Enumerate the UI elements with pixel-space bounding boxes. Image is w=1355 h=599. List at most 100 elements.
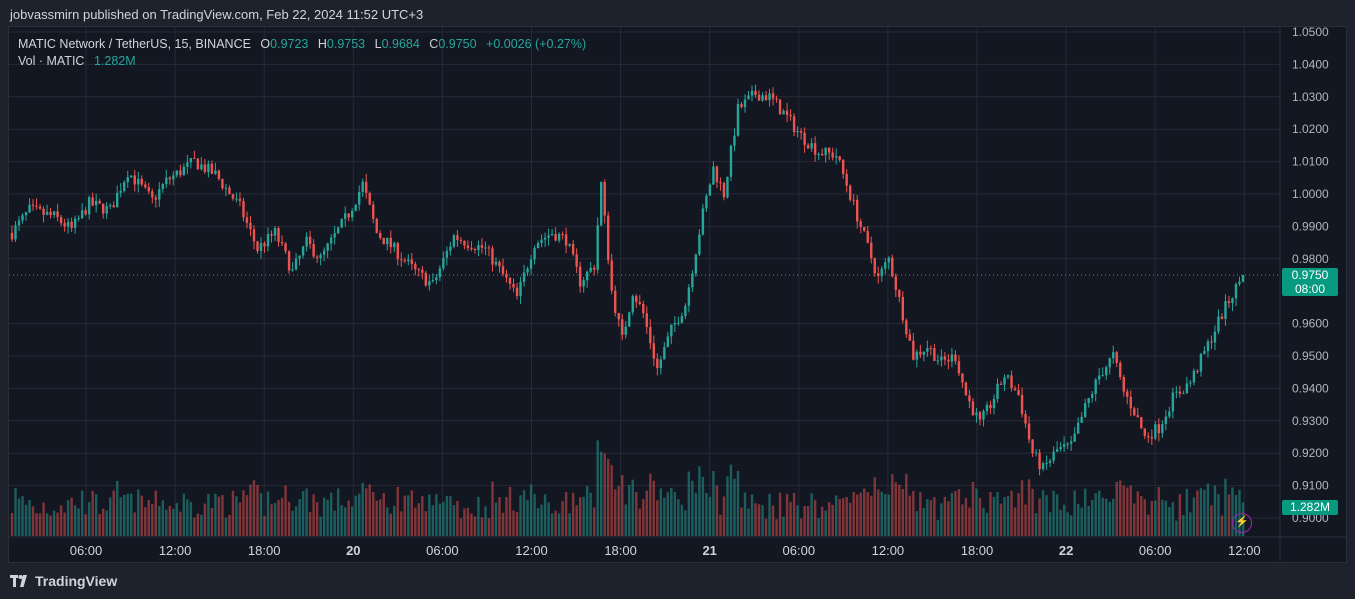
volume-bar [1020, 480, 1024, 536]
candle-body [259, 243, 263, 251]
candle-body [403, 260, 406, 262]
volume-bar [1213, 485, 1217, 536]
candle-body [743, 99, 747, 108]
candle-body [161, 184, 165, 190]
volume-bar [372, 492, 375, 536]
volume-bar [782, 516, 785, 536]
candle-body [859, 221, 862, 228]
volume-label[interactable]: Vol · MATIC [18, 54, 85, 68]
volume-bar [698, 466, 701, 536]
volume-bar [203, 503, 207, 536]
candle-body [607, 215, 610, 261]
symbol-label[interactable]: MATIC Network / TetherUS, 15, BINANCE [18, 37, 251, 51]
volume-bar [635, 492, 638, 536]
candle-body [508, 277, 512, 284]
volume-bar [1199, 488, 1203, 536]
volume-bar [161, 500, 165, 536]
volume-bar [1140, 496, 1143, 536]
candle-body [631, 296, 634, 313]
volume-bar [1101, 497, 1104, 536]
volume-bar [417, 503, 421, 536]
volume-bar [929, 500, 933, 536]
candle-body [101, 203, 105, 214]
candle-body [154, 197, 157, 200]
candle-body [386, 237, 389, 245]
candle-body [158, 189, 161, 200]
candle-body [803, 132, 806, 145]
candle-body [382, 238, 385, 245]
volume-bar [841, 498, 845, 536]
volume-bar [73, 505, 77, 536]
candle-body [656, 358, 659, 369]
volume-bar [1143, 499, 1147, 536]
candle-body [1203, 351, 1206, 354]
price-axis: 1.0500 1.0400 1.0300 1.0200 1.0100 1.0000 0.99… [1279, 25, 1329, 563]
volume-bar [1115, 481, 1118, 536]
candle-body [845, 174, 848, 186]
price-tick-label: 1.0500 [1292, 25, 1329, 39]
volume-bar [659, 488, 663, 536]
volume-bar [785, 493, 789, 536]
candle-body [435, 277, 438, 280]
candle-body [750, 90, 754, 96]
candle-body [319, 254, 322, 258]
candle-body [98, 200, 101, 204]
candle-body [547, 235, 550, 238]
volume-histogram [10, 440, 1245, 536]
volume-bar [691, 480, 694, 536]
candle-body [571, 244, 575, 255]
volume-bar [1126, 487, 1129, 536]
volume-bar [813, 499, 817, 536]
candle-body [680, 315, 684, 323]
candle-body [442, 257, 445, 269]
price-tick-label: 0.9100 [1292, 479, 1329, 493]
volume-bar [603, 453, 606, 536]
chart-frame[interactable] [8, 26, 1347, 563]
candle-body [1066, 443, 1069, 445]
candle-body [228, 187, 231, 195]
time-tick-label: 12:00 [1228, 543, 1261, 558]
candle-body [964, 382, 968, 396]
volume-bar [719, 514, 722, 536]
candle-body [329, 237, 333, 244]
candle-body [957, 361, 961, 374]
candle-body [792, 116, 796, 133]
volume-bar [1059, 509, 1062, 536]
candle-body [722, 183, 726, 198]
candle-body [971, 401, 975, 416]
candle-body [17, 220, 21, 226]
candle-body [168, 177, 172, 180]
volume-bar [687, 471, 691, 536]
volume-bar [273, 503, 277, 536]
candle-body [894, 276, 897, 291]
candle-body [813, 143, 817, 155]
volume-bar [438, 503, 442, 536]
volume-bar [108, 497, 112, 536]
candle-body [694, 254, 698, 274]
volume-bar [533, 494, 536, 536]
candle-body [515, 287, 519, 296]
lightning-icon[interactable]: ⚡ [1232, 513, 1252, 533]
candle-body [554, 234, 557, 241]
candle-body [59, 217, 63, 224]
candle-body [950, 354, 954, 362]
volume-bar [592, 507, 596, 536]
candle-body [400, 259, 403, 261]
volume-bar [1136, 491, 1139, 536]
volume-bar [217, 496, 221, 536]
volume-bar [382, 493, 385, 536]
candle-body [708, 184, 712, 196]
volume-bar [280, 497, 284, 536]
volume-bar [358, 493, 361, 536]
volume-bar [421, 496, 424, 536]
volume-bar [1168, 506, 1171, 536]
volume-bar [863, 488, 866, 536]
candle-body [1087, 397, 1090, 404]
candle-body [585, 271, 589, 281]
price-tick-label: 1.0000 [1292, 187, 1329, 201]
candle-body [207, 163, 210, 172]
candle-body [1062, 444, 1066, 448]
volume-bar [1175, 520, 1178, 536]
candle-body [42, 208, 45, 215]
